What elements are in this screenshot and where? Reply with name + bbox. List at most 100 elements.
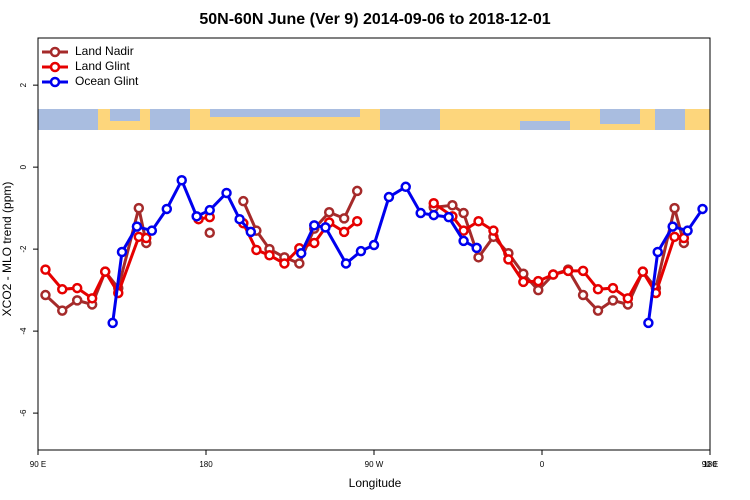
point xyxy=(40,289,51,301)
point xyxy=(234,213,245,225)
legend-label: Land Glint xyxy=(75,59,130,73)
point xyxy=(309,237,320,249)
point xyxy=(323,206,335,218)
point xyxy=(176,175,187,186)
point xyxy=(294,258,305,269)
series xyxy=(40,197,690,304)
point xyxy=(622,293,634,304)
point xyxy=(131,221,143,232)
legend-marker xyxy=(49,76,61,88)
x-tick-label: 90 E xyxy=(702,460,718,469)
point xyxy=(71,282,83,294)
legend-label: Ocean Glint xyxy=(75,74,139,88)
y-axis-label: XCO2 - MLO trend (ppm) xyxy=(0,182,14,317)
y-tick-label: 2 xyxy=(19,82,28,87)
point xyxy=(562,265,574,277)
point xyxy=(351,185,363,197)
point xyxy=(264,250,275,261)
point xyxy=(383,191,395,203)
x-tick-label: 0 xyxy=(540,460,545,469)
series-line xyxy=(432,201,685,301)
point xyxy=(320,222,331,233)
series-line xyxy=(433,203,686,313)
point xyxy=(577,265,589,277)
point xyxy=(340,258,352,269)
point xyxy=(161,203,173,215)
point xyxy=(637,266,649,277)
point xyxy=(40,264,51,275)
point xyxy=(607,295,619,306)
y-tick-label: -6 xyxy=(19,409,28,417)
point xyxy=(577,289,589,301)
point xyxy=(133,202,145,214)
point xyxy=(57,284,68,295)
legend-marker xyxy=(49,46,61,58)
point xyxy=(592,305,604,316)
y-tick-label: -4 xyxy=(19,327,28,335)
point xyxy=(458,225,469,236)
point xyxy=(488,225,499,236)
point xyxy=(57,305,68,316)
point xyxy=(428,197,439,209)
point xyxy=(669,202,680,214)
point xyxy=(415,207,426,219)
point xyxy=(204,204,215,216)
point xyxy=(191,211,202,222)
x-tick-label: 180 xyxy=(703,460,717,469)
point xyxy=(652,246,663,258)
point xyxy=(251,244,262,256)
point xyxy=(279,258,290,269)
point xyxy=(428,209,439,221)
point xyxy=(473,252,484,263)
point xyxy=(295,247,307,259)
point xyxy=(338,213,350,224)
point xyxy=(503,254,514,265)
point xyxy=(458,207,469,219)
point xyxy=(473,215,484,227)
legend-marker xyxy=(49,61,61,73)
point xyxy=(533,275,544,287)
point xyxy=(533,284,544,296)
point xyxy=(643,317,654,329)
point xyxy=(221,187,232,199)
point xyxy=(682,225,693,236)
point xyxy=(355,245,367,257)
point xyxy=(245,226,257,238)
point xyxy=(351,215,363,227)
x-tick-label: 180 xyxy=(199,460,213,469)
y-tick-label: 0 xyxy=(19,164,28,169)
legend-label: Land Nadir xyxy=(75,44,134,58)
map-strip xyxy=(38,109,710,130)
point xyxy=(669,231,680,243)
x-tick-label: 90 E xyxy=(30,460,46,469)
chart-title: 50N-60N June (Ver 9) 2014-09-06 to 2018-… xyxy=(199,11,550,28)
point xyxy=(338,226,350,238)
point xyxy=(447,200,458,211)
point xyxy=(592,284,604,295)
point xyxy=(71,295,83,306)
point xyxy=(107,317,118,329)
x-tick-label: 90 W xyxy=(365,460,384,469)
point xyxy=(99,266,111,277)
point xyxy=(443,211,454,223)
point xyxy=(116,246,128,258)
point xyxy=(309,220,320,231)
point xyxy=(368,239,380,251)
x-axis-label: Longitude xyxy=(349,476,402,490)
point xyxy=(547,269,559,280)
y-tick-label: -2 xyxy=(19,245,28,253)
point xyxy=(607,282,619,294)
point xyxy=(86,293,98,304)
point xyxy=(238,195,249,207)
point xyxy=(697,203,708,215)
point xyxy=(204,227,215,238)
point xyxy=(400,181,411,193)
point xyxy=(146,225,158,236)
point xyxy=(518,276,529,288)
point xyxy=(141,232,152,244)
point xyxy=(458,235,469,247)
point xyxy=(667,221,678,232)
series xyxy=(107,175,708,329)
point xyxy=(471,242,482,254)
